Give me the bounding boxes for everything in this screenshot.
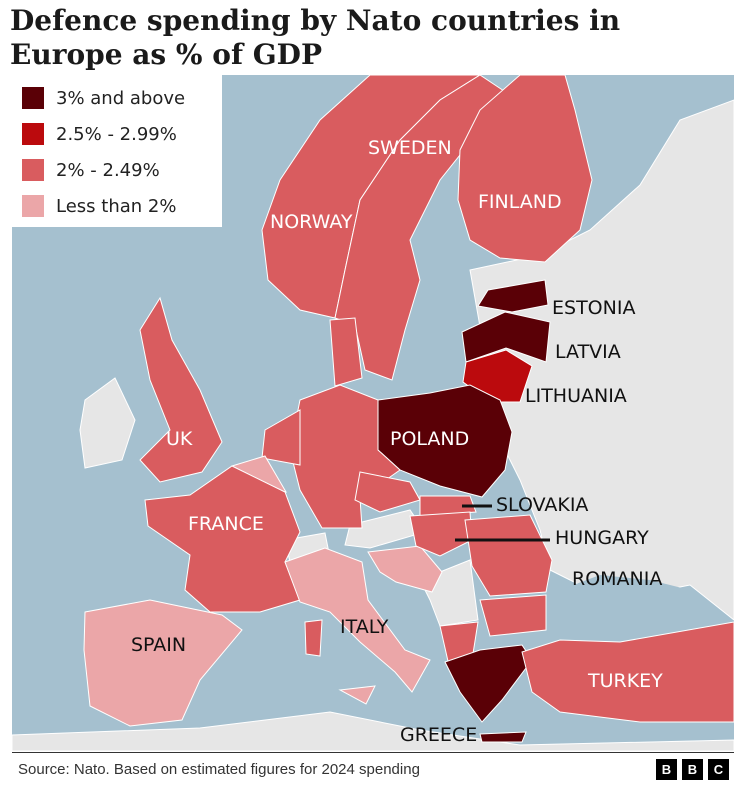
source-note: Source: Nato. Based on estimated figures… [18, 761, 420, 778]
bbc-logo: B B C [656, 759, 729, 780]
country-sweden [334, 75, 511, 381]
legend-swatch [22, 195, 44, 217]
country-ireland [79, 377, 136, 469]
label-poland: POLAND [390, 428, 470, 450]
country-spain-portugal [83, 599, 243, 727]
label-spain: SPAIN [131, 634, 187, 656]
label-latvia: LATVIA [555, 341, 621, 363]
country-slovakia [419, 495, 477, 517]
label-greece: GREECE [400, 724, 478, 746]
logo-letter: C [708, 759, 729, 780]
legend-item: 2.5% - 2.99% [22, 123, 177, 145]
country-crete [479, 731, 527, 743]
label-estonia: ESTONIA [552, 297, 636, 319]
logo-letter: B [656, 759, 677, 780]
label-france: FRANCE [188, 513, 264, 535]
country-italy [284, 547, 431, 693]
country-denmark [329, 317, 363, 387]
chart-title: Defence spending by Nato countries in Eu… [10, 4, 621, 71]
label-turkey: TURKEY [588, 670, 663, 692]
country-austria [344, 509, 426, 549]
legend-label: 2% - 2.49% [56, 159, 160, 181]
africa [12, 711, 734, 751]
label-italy: ITALY [340, 616, 389, 638]
label-uk: UK [166, 428, 193, 450]
label-romania: ROMANIA [572, 568, 663, 590]
legend-swatch [22, 123, 44, 145]
legend-swatch [22, 159, 44, 181]
label-finland: FINLAND [478, 191, 562, 213]
black-sea [560, 575, 700, 640]
legend: 3% and above 2.5% - 2.99% 2% - 2.49% Les… [12, 75, 222, 227]
legend-label: 2.5% - 2.99% [56, 123, 177, 145]
country-sardinia [304, 619, 323, 657]
country-lithuania [462, 349, 533, 403]
label-norway: NORWAY [270, 211, 353, 233]
country-turkey [521, 621, 734, 723]
legend-swatch [22, 87, 44, 109]
country-finland [457, 75, 593, 263]
country-estonia [477, 279, 549, 313]
label-hungary: HUNGARY [555, 527, 649, 549]
legend-label: Less than 2% [56, 195, 177, 217]
non-nato-east [469, 99, 734, 621]
country-greece [444, 644, 533, 723]
legend-item: 2% - 2.49% [22, 159, 160, 181]
country-uk [139, 296, 223, 483]
legend-label: 3% and above [56, 87, 186, 109]
country-sicily [338, 685, 376, 705]
country-netherlands [261, 409, 301, 466]
logo-letter: B [682, 759, 703, 780]
country-bulgaria [479, 594, 547, 637]
label-lithuania: LITHUANIA [525, 385, 627, 407]
label-sweden: SWEDEN [368, 137, 452, 159]
legend-item: Less than 2% [22, 195, 176, 217]
country-hungary [409, 511, 473, 557]
footer-divider [12, 752, 734, 753]
country-czechia [354, 471, 421, 513]
country-romania [464, 514, 553, 597]
legend-item: 3% and above [22, 87, 185, 109]
label-slovakia: SLOVAKIA [496, 494, 589, 516]
